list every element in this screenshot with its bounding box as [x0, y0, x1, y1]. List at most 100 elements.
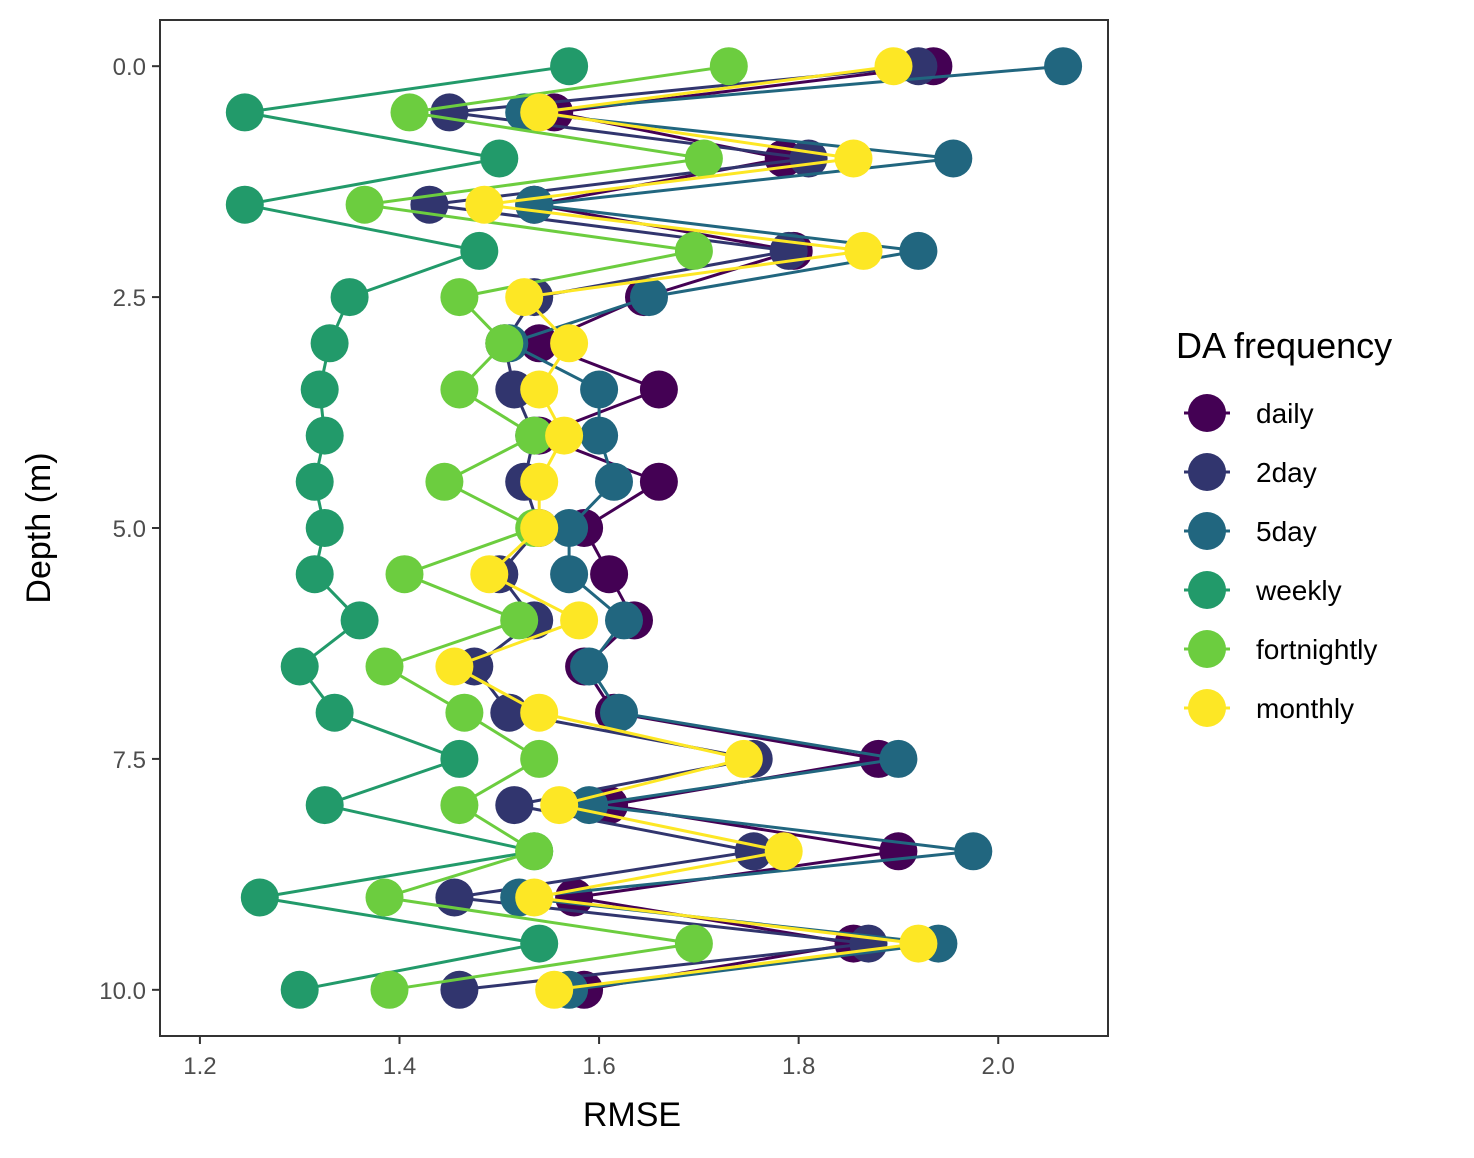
point-weekly [225, 185, 264, 224]
point-fortnightly [385, 555, 424, 594]
point-2day [849, 924, 888, 963]
point-weekly [480, 139, 519, 178]
point-daily [879, 832, 918, 871]
point-monthly [520, 462, 559, 501]
legend: DA frequency daily 2day 5day weekly fortnigh… [1176, 325, 1392, 727]
point-5day [595, 462, 633, 501]
point-weekly [460, 231, 499, 270]
point-5day [605, 601, 643, 640]
point-5day [515, 185, 554, 224]
legend-marker [1188, 571, 1226, 609]
point-monthly [520, 93, 559, 132]
point-daily [639, 370, 678, 409]
point-monthly [515, 878, 554, 917]
x-axis: 1.2 1.4 1.6 1.8 2.0 [183, 1036, 1015, 1080]
x-tick-label: 1.8 [782, 1053, 815, 1080]
point-monthly [435, 647, 474, 686]
point-5day [879, 739, 918, 778]
point-fortnightly [345, 185, 384, 224]
point-weekly [305, 786, 344, 825]
point-5day [934, 139, 973, 178]
point-weekly [310, 324, 349, 363]
point-daily [639, 462, 678, 501]
legend-marker [1188, 689, 1226, 727]
point-weekly [295, 555, 334, 594]
point-monthly [874, 47, 913, 86]
point-fortnightly [440, 786, 479, 825]
point-fortnightly [425, 462, 464, 501]
x-tick-label: 1.2 [183, 1053, 216, 1080]
point-fortnightly [674, 924, 713, 963]
point-fortnightly [520, 739, 559, 778]
point-monthly [540, 786, 579, 825]
point-monthly [520, 370, 559, 409]
point-weekly [300, 370, 339, 409]
legend-item-daily: daily [1184, 394, 1314, 432]
point-fortnightly [515, 416, 554, 455]
point-5day [570, 647, 609, 686]
legend-item-monthly: monthly [1184, 689, 1354, 727]
point-5day [954, 832, 993, 871]
point-weekly [305, 509, 344, 547]
y-tick-label: 5.0 [113, 516, 146, 543]
y-tick-label: 0.0 [113, 54, 146, 81]
legend-label: 2day [1256, 457, 1317, 488]
point-weekly [280, 970, 319, 1009]
point-weekly [440, 739, 479, 778]
point-fortnightly [674, 231, 713, 270]
legend-marker [1188, 394, 1226, 432]
point-fortnightly [390, 93, 429, 132]
point-fortnightly [485, 324, 524, 363]
point-2day [410, 185, 449, 224]
point-weekly [280, 647, 319, 686]
point-weekly [225, 93, 264, 132]
point-weekly [340, 601, 379, 640]
legend-label: fortnightly [1256, 634, 1377, 665]
point-weekly [315, 693, 354, 732]
point-weekly [305, 416, 344, 455]
legend-title: DA frequency [1176, 325, 1392, 366]
point-daily [590, 555, 629, 594]
point-5day [600, 693, 638, 732]
point-monthly [560, 601, 599, 640]
point-weekly [520, 924, 559, 963]
legend-label: daily [1256, 398, 1314, 429]
legend-label: weekly [1255, 575, 1342, 606]
x-tick-label: 2.0 [982, 1053, 1015, 1080]
point-fortnightly [440, 278, 479, 317]
point-fortnightly [515, 832, 554, 871]
point-5day [580, 416, 619, 455]
y-tick-label: 2.5 [113, 285, 146, 312]
point-5day [550, 555, 589, 594]
y-tick-label: 10.0 [99, 978, 146, 1005]
point-2day [789, 139, 828, 178]
point-5day [630, 278, 668, 317]
series-monthly [435, 47, 938, 1009]
legend-marker [1188, 453, 1226, 491]
point-weekly [295, 462, 334, 501]
legend-item-weekly: weekly [1184, 571, 1342, 609]
point-fortnightly [365, 878, 404, 917]
point-2day [430, 93, 469, 132]
point-5day [580, 370, 619, 409]
point-monthly [505, 278, 544, 317]
point-fortnightly [684, 139, 723, 178]
point-fortnightly [370, 970, 409, 1009]
point-fortnightly [365, 647, 404, 686]
point-2day [495, 786, 534, 825]
point-monthly [834, 139, 873, 178]
legend-item-5day: 5day [1184, 512, 1317, 550]
legend-item-2day: 2day [1184, 453, 1317, 491]
x-tick-label: 1.4 [383, 1053, 416, 1080]
legend-label: 5day [1256, 516, 1317, 547]
point-monthly [844, 231, 883, 270]
point-weekly [550, 47, 589, 86]
x-axis-title: RMSE [583, 1096, 681, 1134]
point-monthly [465, 185, 504, 224]
point-monthly [470, 555, 509, 594]
point-monthly [764, 832, 803, 871]
y-axis: 0.0 2.5 5.0 7.5 10.0 [99, 54, 160, 1005]
legend-marker [1188, 512, 1226, 550]
point-fortnightly [440, 370, 479, 409]
